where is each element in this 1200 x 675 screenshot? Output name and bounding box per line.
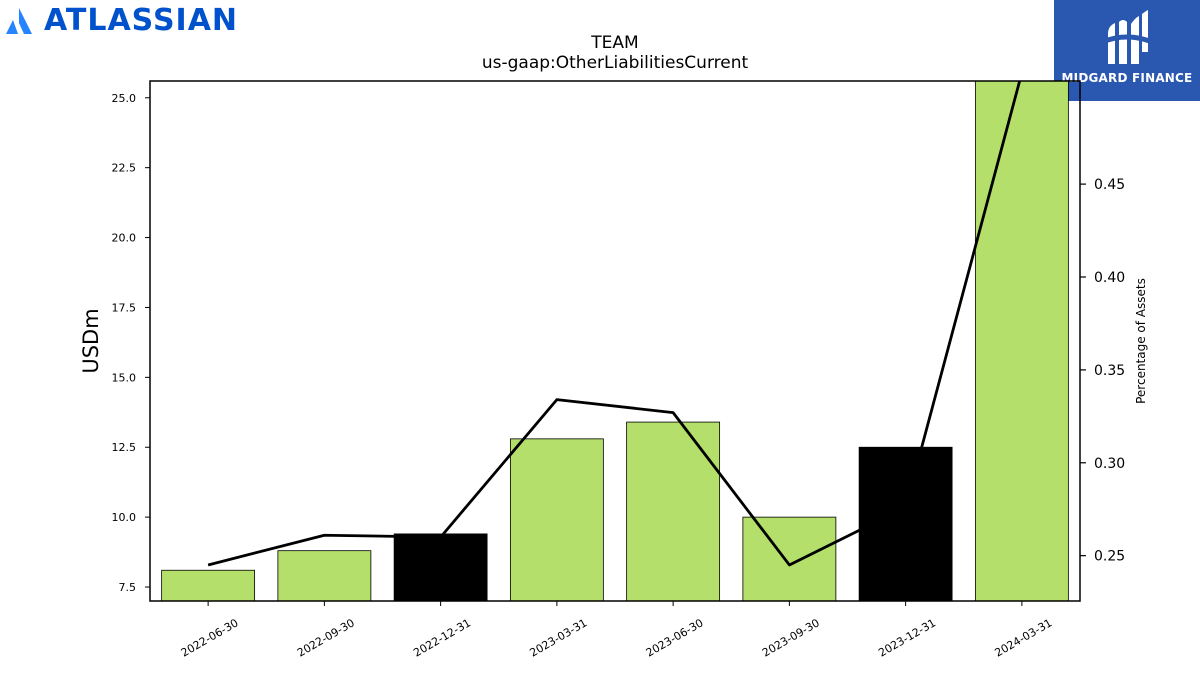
y-tick-label: 22.5: [112, 162, 137, 175]
x-tick-label: 2023-06-30: [644, 616, 706, 659]
percentage-line: [207, 81, 1022, 567]
plot-content: [161, 81, 1069, 601]
x-tick-label: 2023-09-30: [760, 616, 822, 659]
bar: [161, 569, 256, 601]
y2-tick-label: 0.40: [1094, 270, 1125, 286]
bar: [393, 533, 488, 601]
y-axis-label: USDm: [79, 308, 103, 373]
y2-axis-label: Percentage of Assets: [1134, 278, 1148, 404]
bar: [742, 516, 837, 601]
y-tick-label: 20.0: [112, 232, 137, 245]
bar: [509, 438, 604, 601]
atlassian-logo-text: ATLASSIAN: [44, 3, 239, 38]
x-tick-label: 2022-12-31: [411, 616, 473, 659]
y-tick-label: 12.5: [112, 441, 137, 454]
x-tick-label: 2024-03-31: [993, 616, 1055, 659]
plot-frame: [149, 80, 1081, 602]
bar: [277, 550, 372, 601]
axes: 7.5 10.0 12.5 15.0 17.5 20.0 22.5 25.0 0.25 0.30 0…: [112, 80, 1125, 660]
y2-tick-label: 0.45: [1094, 177, 1125, 193]
bar: [626, 421, 721, 601]
chart-title: TEAM: [590, 33, 638, 53]
y-tick-label: 15.0: [112, 371, 137, 384]
atlassian-logo: ATLASSIAN: [4, 4, 238, 38]
y2-tick-label: 0.35: [1094, 363, 1125, 379]
atlassian-mark-icon: [6, 8, 32, 34]
x-tick-label: 2023-03-31: [528, 616, 590, 659]
y-tick-label: 25.0: [112, 92, 137, 105]
x-tick-label: 2022-09-30: [295, 616, 357, 659]
bar: [974, 81, 1069, 601]
midgard-mark-icon: [1102, 10, 1152, 64]
plot-area: [161, 81, 1069, 601]
chart-subtitle: us-gaap:OtherLiabilitiesCurrent: [482, 53, 749, 73]
y-tick-label: 7.5: [119, 581, 137, 594]
y-tick-label: 10.0: [112, 511, 137, 524]
x-tick-label: 2023-12-31: [876, 616, 938, 659]
y-tick-label: 17.5: [112, 301, 137, 314]
midgard-logo-text: MIDGARD FINANCE: [1061, 71, 1193, 85]
x-tick-label: 2022-06-30: [179, 616, 241, 659]
y2-tick-label: 0.30: [1094, 456, 1125, 472]
y2-tick-label: 0.25: [1094, 549, 1125, 565]
midgard-finance-logo: MIDGARD FINANCE: [1054, 0, 1200, 101]
